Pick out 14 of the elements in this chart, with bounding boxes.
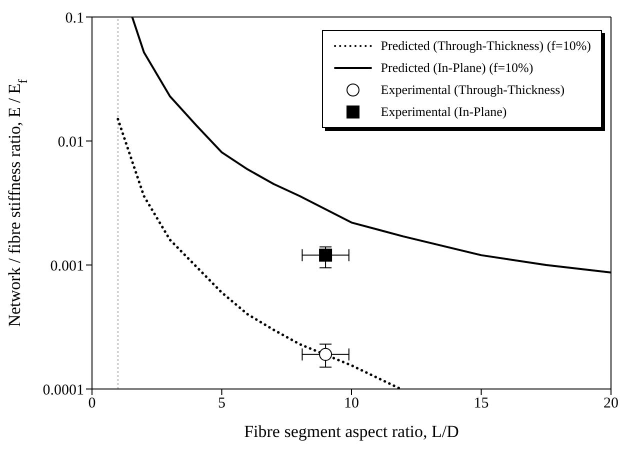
y-tick-label: 0.001	[50, 258, 84, 274]
y-tick-label: 0.1	[65, 10, 84, 26]
x-tick-label: 20	[604, 396, 618, 412]
x-tick-label: 10	[344, 396, 359, 412]
x-tick-label: 15	[474, 396, 489, 412]
x-tick-label: 0	[88, 396, 96, 412]
legend-label: Predicted (Through-Thickness) (f=10%)	[380, 38, 591, 54]
legend-label: Predicted (In-Plane) (f=10%)	[380, 60, 534, 76]
legend-label: Experimental (In-Plane)	[380, 104, 507, 120]
x-axis-title: Fibre segment aspect ratio, L/D	[244, 422, 459, 441]
y-tick-label: 0.01	[58, 134, 84, 150]
legend-label: Experimental (Through-Thickness)	[380, 82, 565, 98]
y-tick-label: 0.0001	[42, 382, 84, 398]
x-tick-label: 5	[218, 396, 226, 412]
